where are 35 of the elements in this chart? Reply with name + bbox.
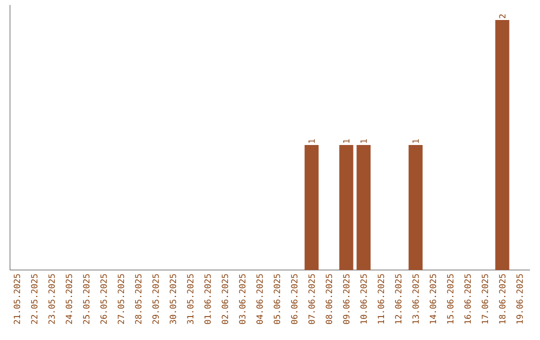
x-tick-label: 12.06.2025 [395,274,402,324]
data-label: 1 [360,139,367,143]
x-tick-label: 15.06.2025 [447,274,454,324]
x-tick-label: 26.05.2025 [100,274,107,324]
x-tick-label: 16.06.2025 [464,274,471,324]
x-tick-label: 18.06.2025 [499,274,506,324]
x-tick-label: 05.06.2025 [274,274,280,324]
x-tick-label: 25.05.2025 [83,274,90,324]
x-tick-label: 11.06.2025 [378,274,384,324]
x-tick-label: 21.05.2025 [14,274,20,324]
x-tick-label: 17.06.2025 [482,274,488,324]
x-tick-label: 14.06.2025 [430,274,436,324]
data-label: 1 [412,139,419,143]
x-tick-label: 06.06.2025 [291,274,298,324]
x-tick-label: 08.06.2025 [326,274,332,324]
x-tick-label: 03.06.2025 [239,274,246,324]
x-tick-label: 02.06.2025 [222,274,228,324]
x-tick-label: 04.06.2025 [256,274,263,324]
x-tick-label: 28.05.2025 [135,274,142,324]
x-tick-label: 22.05.2025 [31,274,38,324]
x-tick-label: 09.06.2025 [343,274,350,324]
x-tick-label: 31.05.2025 [187,274,194,324]
x-tick-label: 23.05.2025 [48,274,55,324]
x-tick-label: 01.06.2025 [204,274,211,324]
x-tick-label: 27.05.2025 [118,274,124,324]
x-tick-label: 29.05.2025 [152,274,159,324]
x-tick-label: 07.06.2025 [308,274,315,324]
x-tick-label: 24.05.2025 [66,274,72,324]
x-tick-label: 30.05.2025 [170,274,176,324]
x-tick-label: 10.06.2025 [360,274,367,324]
data-label: 2 [499,14,506,18]
data-label: 1 [343,139,350,143]
data-label: 1 [308,139,315,143]
x-tick-label: 19.06.2025 [516,274,523,324]
x-tick-label: 13.06.2025 [412,274,419,324]
